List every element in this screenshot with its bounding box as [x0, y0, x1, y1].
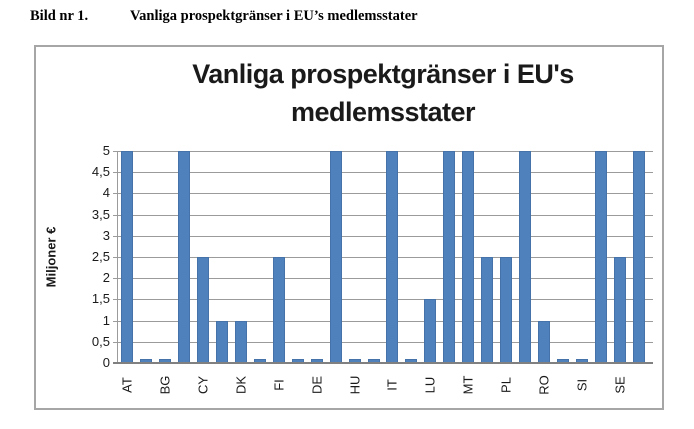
bar-DK — [235, 321, 248, 363]
x-tick-label-RO: RO — [536, 375, 552, 395]
bar-22 — [518, 151, 531, 363]
bar-SI — [575, 359, 588, 363]
y-tick-label: 0 — [102, 355, 110, 370]
x-tick-label-FI: FI — [271, 379, 287, 391]
y-axis-tick — [113, 320, 118, 322]
bar-28 — [632, 151, 645, 363]
bar-RO — [537, 321, 550, 363]
gridline — [118, 320, 648, 322]
bar-12 — [329, 151, 342, 363]
x-tick-label-CY: CY — [195, 375, 211, 395]
figure-caption-text: Vanliga prospektgränser i EU’s medlemsst… — [130, 8, 418, 24]
x-tick-label-LU: LU — [422, 376, 438, 394]
y-axis-tick-right — [648, 235, 653, 237]
y-tick-label: 2 — [102, 270, 110, 286]
y-tick-label: 1,5 — [91, 291, 110, 307]
chart-title-line-1: Vanliga prospektgränser i EU's — [192, 59, 574, 89]
bar-20 — [481, 257, 494, 363]
x-tick-label-BG: BG — [157, 375, 173, 395]
gridline — [118, 214, 648, 216]
gridline — [118, 257, 648, 258]
bar-LU — [424, 299, 437, 363]
bar-16 — [405, 359, 418, 363]
gridline — [118, 172, 648, 174]
y-axis-tick-right — [648, 278, 653, 280]
bar-PL — [500, 257, 513, 363]
x-tick-label-SE: SE — [612, 376, 628, 394]
y-axis-tick-right — [648, 193, 653, 195]
y-axis-tick — [113, 193, 118, 195]
x-tick-label-AT: AT — [119, 377, 135, 393]
bar-8 — [253, 359, 266, 363]
y-axis-title: Miljoner € — [43, 226, 59, 288]
gridline — [118, 278, 648, 280]
y-axis-tick — [113, 341, 118, 343]
gridline — [118, 235, 648, 237]
bar-FI — [272, 257, 285, 363]
y-axis-tick — [113, 299, 118, 301]
bar-14 — [367, 359, 380, 363]
bar-2 — [140, 359, 153, 363]
y-axis-tick — [113, 214, 118, 216]
bar-24 — [556, 359, 569, 363]
y-axis-tick-right — [648, 151, 653, 152]
figure-caption: Bild nr 1. Vanliga prospektgränser i EU’… — [0, 8, 694, 28]
bar-HU — [348, 359, 361, 363]
bar-MT — [462, 151, 475, 363]
y-axis-tick — [113, 257, 118, 258]
gridline — [118, 341, 648, 343]
y-tick-label: 0,5 — [91, 333, 110, 349]
bar-4 — [178, 151, 191, 363]
y-axis-tick-right — [648, 214, 653, 216]
x-tick-label-DK: DK — [233, 375, 249, 395]
x-tick-label-MT: MT — [460, 375, 476, 395]
bar-DE — [310, 359, 323, 363]
bar-SE — [613, 257, 626, 363]
bar-IT — [386, 151, 399, 363]
bar-BG — [159, 359, 172, 363]
y-axis-tick-right — [648, 341, 653, 343]
x-tick-label-PL: PL — [498, 377, 514, 393]
bar-CY — [197, 257, 210, 363]
y-tick-label: 4,5 — [91, 164, 110, 180]
bar-10 — [291, 359, 304, 363]
y-axis-line — [117, 151, 118, 363]
y-axis-tick — [113, 278, 118, 280]
y-axis-tick-right — [648, 299, 653, 301]
x-tick-label-IT: IT — [384, 379, 400, 391]
x-tick-label-DE: DE — [309, 375, 325, 395]
gridline — [118, 151, 648, 152]
x-tick-label-HU: HU — [347, 375, 363, 395]
x-axis-line — [113, 362, 653, 364]
y-tick-label: 1 — [102, 312, 110, 328]
y-tick-label: 3 — [102, 227, 110, 243]
gridline — [118, 193, 648, 195]
y-axis-tick — [113, 151, 118, 152]
y-tick-label: 5 — [102, 143, 110, 158]
y-tick-label: 2,5 — [91, 249, 110, 264]
gridline — [118, 299, 648, 301]
y-axis-tick-right — [648, 172, 653, 174]
y-axis-tick-right — [648, 257, 653, 258]
bar-AT — [121, 151, 134, 363]
figure-caption-number: Bild nr 1. — [30, 8, 89, 24]
y-axis-tick-right — [648, 320, 653, 322]
x-tick-label-SI: SI — [574, 378, 590, 392]
bar-6 — [216, 321, 229, 363]
bar-26 — [594, 151, 607, 363]
chart-frame — [34, 45, 664, 410]
bar-18 — [443, 151, 456, 363]
y-tick-label: 4 — [102, 185, 110, 201]
y-axis-tick — [113, 172, 118, 174]
y-tick-label: 3,5 — [91, 206, 110, 222]
chart-title-line-2: medlemsstater — [290, 97, 476, 127]
y-axis-tick — [113, 235, 118, 237]
chart-title: Vanliga prospektgränser i EU's medlemsst… — [118, 55, 648, 131]
